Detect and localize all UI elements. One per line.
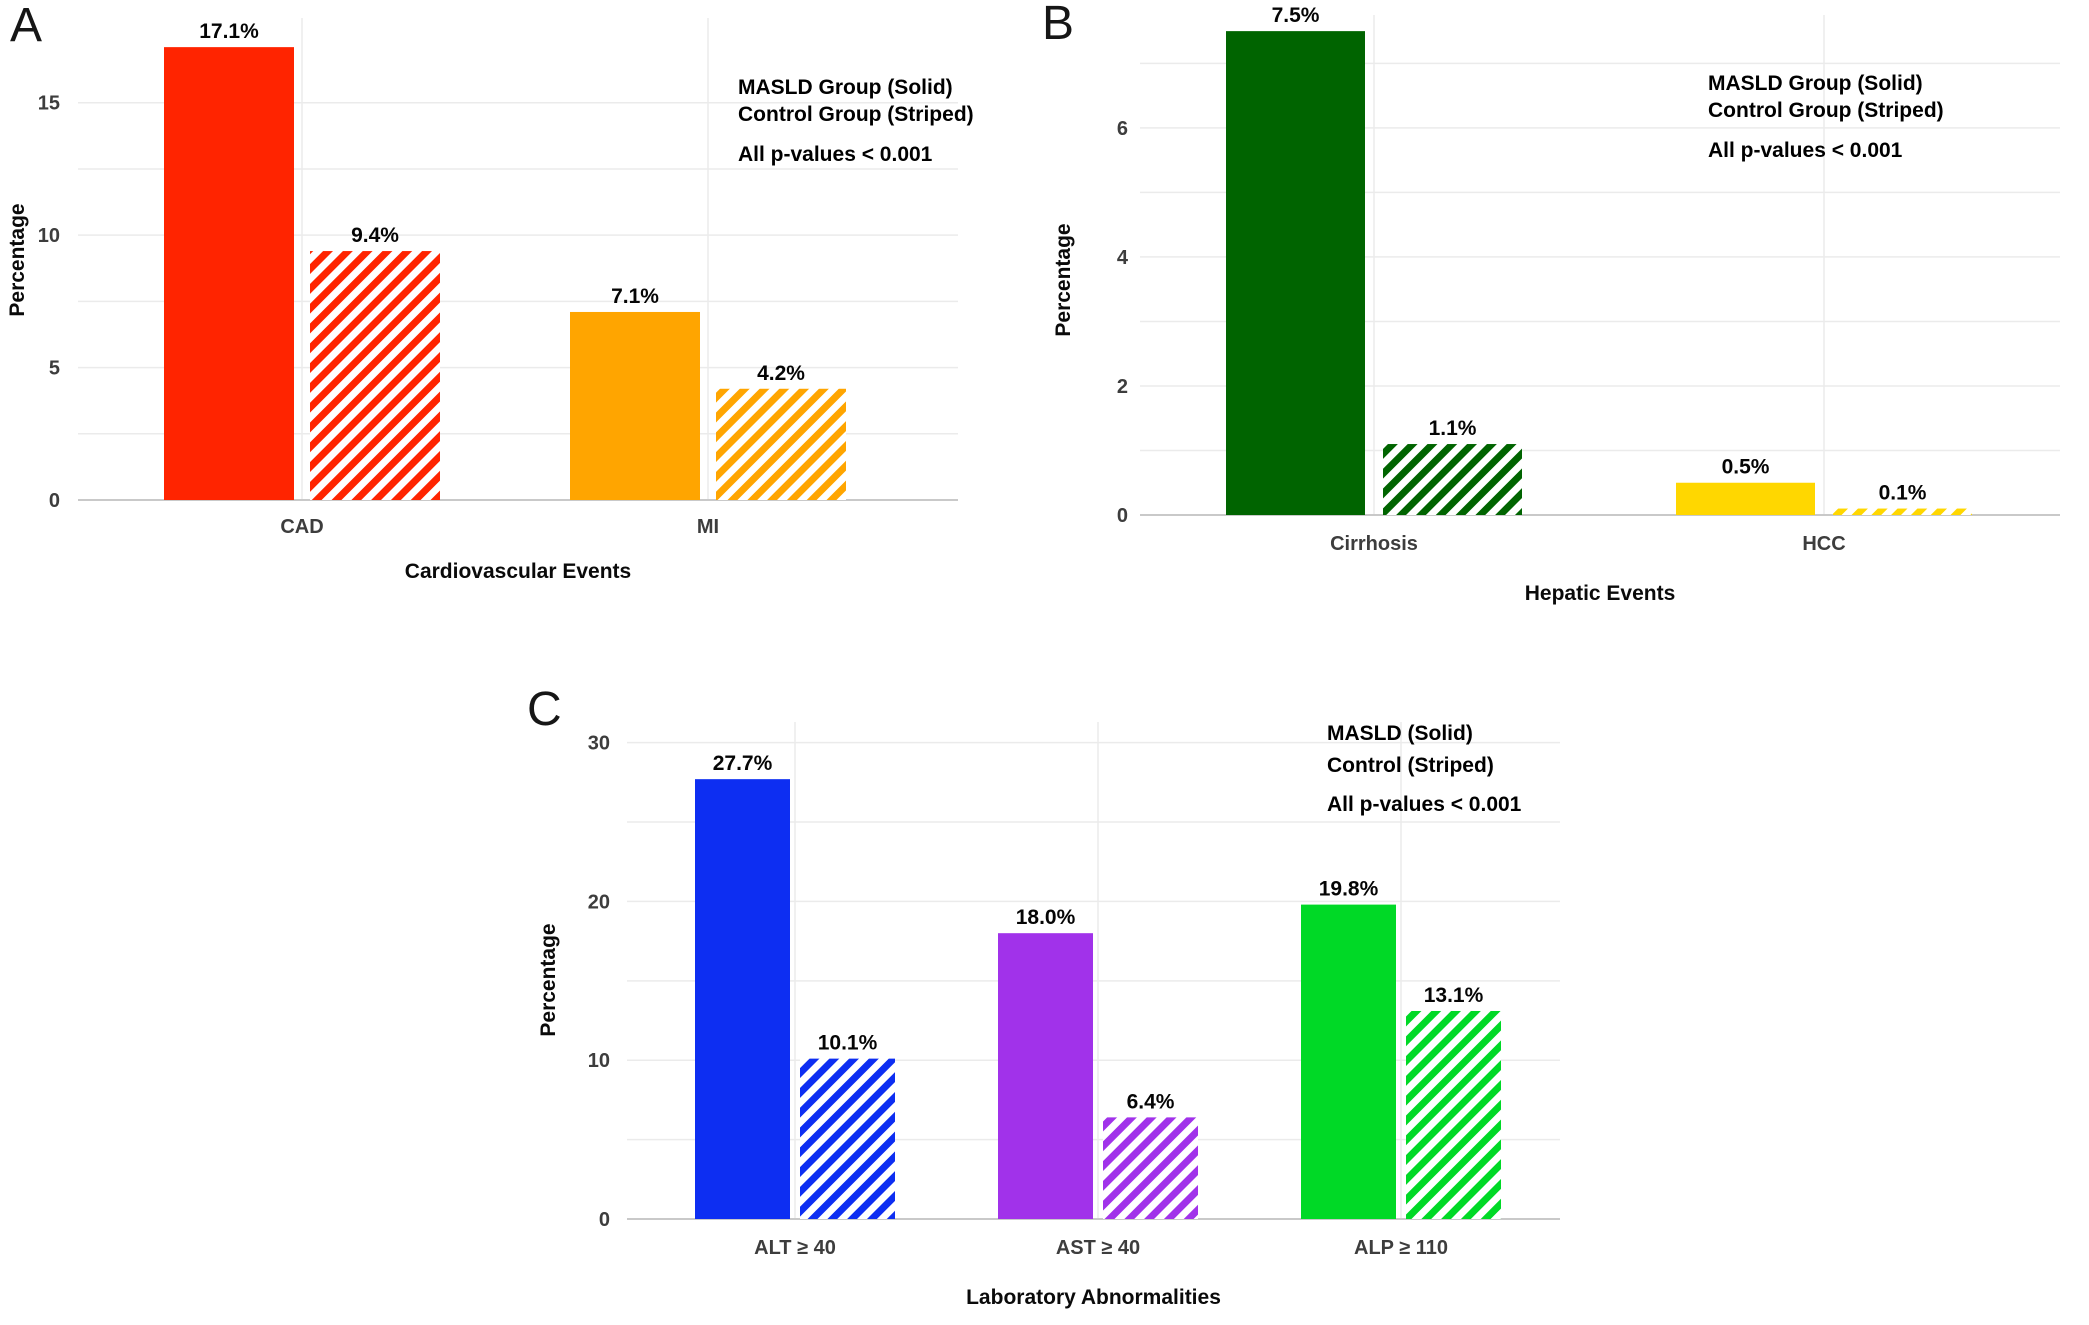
bar-striped xyxy=(1406,1010,1501,1219)
legend-line-control: Control (Striped) xyxy=(1327,754,1494,777)
bar-value-label: 10.1% xyxy=(818,1032,878,1055)
bar-value-label: 17.1% xyxy=(199,20,259,43)
legend-line-masld: MASLD Group (Solid) xyxy=(738,76,953,99)
bar-value-label: 1.1% xyxy=(1429,417,1477,440)
svg-text:20: 20 xyxy=(588,891,610,913)
category-label: AST ≥ 40 xyxy=(1056,1237,1140,1259)
svg-text:5: 5 xyxy=(49,358,60,380)
svg-text:2: 2 xyxy=(1117,376,1128,398)
panel-b-chart: 0 2 4 6 7.5% 1.1% Cirrhosis 0.5% 0.1% HCC Hepatic … xyxy=(1052,4,2060,605)
panel-a-letter: A xyxy=(10,0,43,52)
bar-striped xyxy=(1103,1117,1198,1219)
panel-a-chart: 0 5 10 15 17.1% 9.4% CAD 7.1% 4.2% MI Cardiovascul… xyxy=(6,18,958,583)
category-label: Cirrhosis xyxy=(1330,533,1418,555)
bar-solid xyxy=(570,311,700,500)
legend-line-control: Control Group (Striped) xyxy=(738,103,974,126)
legend-line-masld: MASLD (Solid) xyxy=(1327,722,1473,745)
x-axis-title: Hepatic Events xyxy=(1525,582,1676,605)
svg-text:15: 15 xyxy=(38,93,60,115)
svg-text:0: 0 xyxy=(49,490,60,512)
bar-striped xyxy=(310,251,440,500)
bar-value-label: 7.5% xyxy=(1272,4,1320,27)
bar-striped xyxy=(1833,508,1972,515)
y-tick-labels: 0 2 4 6 xyxy=(1117,118,1129,527)
svg-text:0: 0 xyxy=(1117,505,1128,527)
bar-value-label: 19.8% xyxy=(1319,878,1379,901)
legend-line-control: Control Group (Striped) xyxy=(1708,99,1944,122)
y-axis-title: Percentage xyxy=(1052,223,1075,336)
x-axis-title: Laboratory Abnormalities xyxy=(966,1286,1221,1309)
x-axis-title: Cardiovascular Events xyxy=(405,560,631,583)
category-label: CAD xyxy=(280,516,323,538)
panel-c-legend: MASLD (Solid) Control (Striped) All p-va… xyxy=(1327,718,1521,821)
panel-b-letter: B xyxy=(1042,0,1075,50)
bar-solid xyxy=(164,47,294,500)
y-tick-labels: 0 10 20 30 xyxy=(588,733,610,1231)
category-label: HCC xyxy=(1802,533,1845,555)
panel-b-legend: MASLD Group (Solid) Control Group (Strip… xyxy=(1708,70,1944,164)
panel-a: 0 5 10 15 17.1% 9.4% CAD 7.1% 4.2% MI Cardiovascul… xyxy=(0,0,1010,640)
panel-c-chart: 0 10 20 30 27.7% 10.1% ALT ≥ 40 18.0% 6.4% AST ≥ … xyxy=(537,722,1560,1309)
legend-line-masld: MASLD Group (Solid) xyxy=(1708,72,1923,95)
panel-a-legend: MASLD Group (Solid) Control Group (Strip… xyxy=(738,74,974,168)
category-label: ALP ≥ 110 xyxy=(1354,1237,1448,1259)
bar-striped xyxy=(800,1058,895,1219)
bar-value-label: 0.1% xyxy=(1879,482,1927,505)
bar-solid xyxy=(1676,482,1815,515)
bar-striped xyxy=(1383,444,1522,515)
bar-value-label: 27.7% xyxy=(713,752,773,775)
p-value-note: All p-values < 0.001 xyxy=(1708,139,1903,162)
svg-text:10: 10 xyxy=(38,225,60,247)
y-axis-title: Percentage xyxy=(6,203,29,316)
bar-value-label: 4.2% xyxy=(757,362,805,385)
svg-text:10: 10 xyxy=(588,1050,610,1072)
bar-value-label: 13.1% xyxy=(1424,984,1484,1007)
bar-solid xyxy=(1301,904,1396,1219)
y-tick-labels: 0 5 10 15 xyxy=(38,93,60,512)
bar-value-label: 18.0% xyxy=(1016,906,1076,929)
category-label: ALT ≥ 40 xyxy=(754,1237,836,1259)
y-axis-title: Percentage xyxy=(537,923,560,1036)
bar-value-label: 0.5% xyxy=(1722,456,1770,479)
bar-solid xyxy=(695,779,790,1219)
svg-text:30: 30 xyxy=(588,733,610,755)
svg-text:4: 4 xyxy=(1117,247,1129,269)
bar-solid xyxy=(998,933,1093,1219)
category-label: MI xyxy=(697,516,719,538)
bar-value-label: 7.1% xyxy=(611,285,659,308)
svg-text:0: 0 xyxy=(599,1209,610,1231)
bar-solid xyxy=(1226,31,1365,516)
panel-b: 0 2 4 6 7.5% 1.1% Cirrhosis 0.5% 0.1% HCC Hepatic … xyxy=(1040,0,2089,660)
bar-value-label: 9.4% xyxy=(351,224,399,247)
panel-c-letter: C xyxy=(527,683,562,736)
svg-text:6: 6 xyxy=(1117,118,1128,140)
p-value-note: All p-values < 0.001 xyxy=(1327,793,1522,816)
bar-striped xyxy=(716,388,846,500)
bar-value-label: 6.4% xyxy=(1127,1090,1175,1113)
panel-c: 0 10 20 30 27.7% 10.1% ALT ≥ 40 18.0% 6.4% AST ≥ … xyxy=(515,680,1589,1325)
p-value-note: All p-values < 0.001 xyxy=(738,143,933,166)
